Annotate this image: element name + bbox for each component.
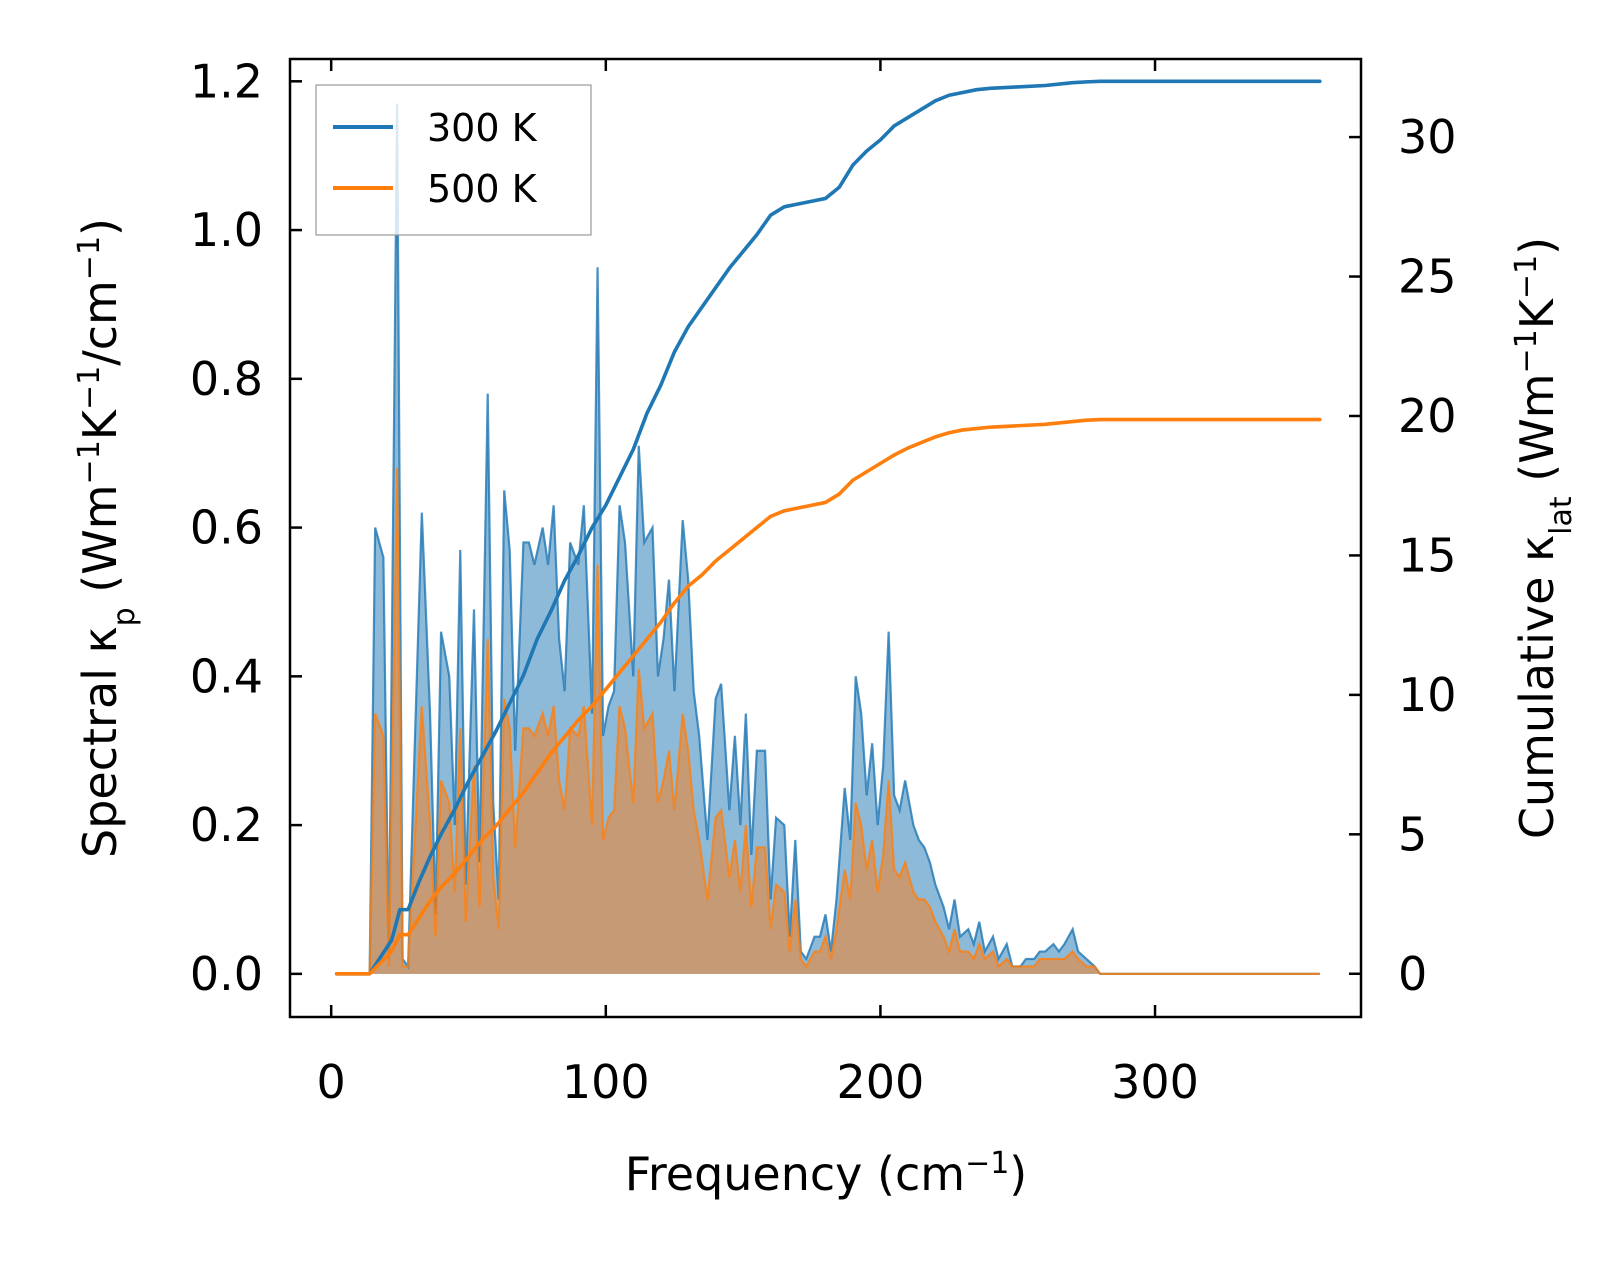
x-tick-label: 300 — [1111, 1055, 1199, 1109]
y-right-tick-label: 15 — [1398, 528, 1457, 582]
spectral-line-500k — [336, 468, 1320, 975]
y-right-title-mid1: (Wm — [1510, 373, 1564, 496]
cumulative-line-500k — [334, 417, 1322, 976]
x-axis-title-sup: −1 — [965, 1146, 1009, 1181]
legend-label-500k: 500 K — [427, 167, 538, 211]
legend: 300 K 500 K — [315, 84, 592, 236]
y-left-tick-label: 1.2 — [190, 54, 263, 108]
x-tick-label: 200 — [837, 1055, 925, 1109]
y-left-tick-label: 0.4 — [190, 649, 263, 703]
y-right-tick-label: 0 — [1398, 947, 1427, 1001]
y-right-tick-label: 10 — [1398, 668, 1457, 722]
y-left-title-mid2: K — [73, 408, 127, 440]
x-axis-title-tail: ) — [1009, 1147, 1027, 1201]
y-left-title-sup2: −1 — [72, 366, 107, 410]
y-right-title-mid2: K — [1510, 297, 1564, 329]
y-right-tick-label: 5 — [1398, 807, 1427, 861]
y-right-tick-label: 20 — [1398, 389, 1457, 443]
legend-label-300k: 300 K — [427, 106, 538, 150]
y-left-title-pre: Spectral κ — [73, 626, 127, 858]
y-left-title-mid1: (Wm — [73, 484, 127, 607]
y-right-tick-label: 25 — [1398, 250, 1457, 304]
plot-frame — [288, 57, 1363, 1019]
legend-box — [315, 84, 592, 236]
y-left-tick-label: 0.6 — [190, 501, 263, 555]
y-left-title-mid3: /cm — [73, 280, 127, 366]
y-left-title-sup1: −1 — [72, 440, 107, 484]
y-right-title-sub: lat — [1544, 496, 1579, 535]
x-axis-title: Frequency (cm−1) — [625, 1146, 1028, 1202]
y-left-tick-label: 1.0 — [190, 203, 263, 257]
y-left-axis-title: Spectral κp (Wm−1K−1/cm−1) — [72, 218, 142, 858]
y-right-title-sup1: −1 — [1509, 329, 1544, 373]
plot-area — [334, 79, 1322, 976]
spectral-line-300k — [336, 103, 1320, 975]
y-left-tick-label: 0.2 — [190, 798, 263, 852]
y-right-title-sup2: −1 — [1509, 255, 1544, 299]
x-axis-title-text: Frequency (cm — [625, 1147, 965, 1201]
cumulative-line-300k — [334, 79, 1322, 976]
axis-ticks: 0 100 200 300 0.0 0.2 0.4 0.6 0.8 1.0 1.2 0 5 10 15 20 2… — [190, 54, 1457, 1109]
x-tick-label: 0 — [317, 1055, 346, 1109]
y-right-tick-label: 30 — [1398, 110, 1457, 164]
spectral-area-500k — [336, 468, 1320, 974]
y-left-tick-label: 0.0 — [190, 947, 263, 1001]
y-right-title-pre: Cumulative κ — [1510, 535, 1564, 839]
y-left-title-tail: ) — [73, 218, 127, 236]
y-right-title-tail: ) — [1510, 237, 1564, 255]
y-right-axis-title: Cumulative κlat (Wm−1K−1) — [1509, 237, 1579, 839]
y-left-title-sub: p — [107, 607, 142, 626]
x-tick-label: 100 — [562, 1055, 650, 1109]
y-left-tick-label: 0.8 — [190, 352, 263, 406]
y-left-title-sup3: −1 — [72, 236, 107, 280]
